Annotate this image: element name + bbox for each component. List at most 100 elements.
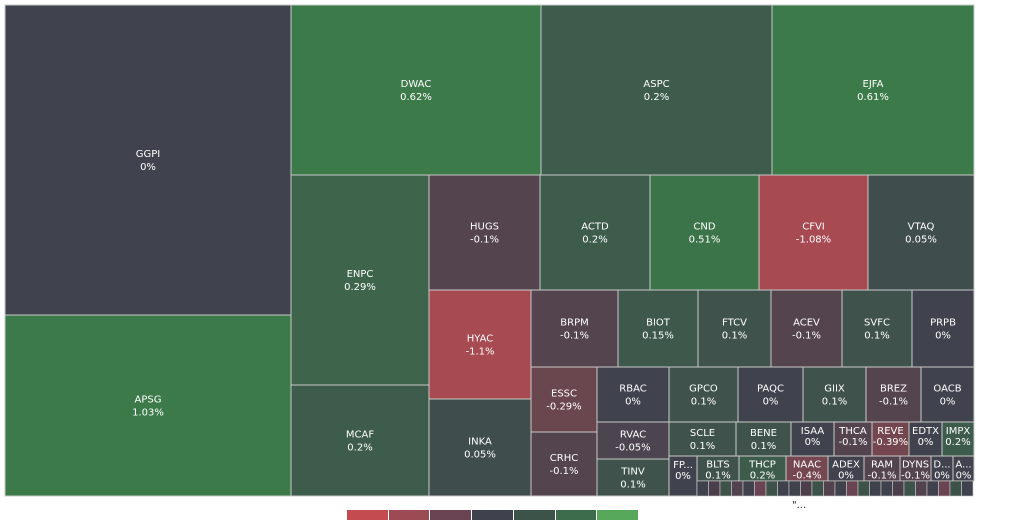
tile-rect[interactable] xyxy=(539,174,651,291)
tile-ram[interactable]: RAM-0.1% xyxy=(863,455,901,482)
tile-rect[interactable] xyxy=(530,431,598,497)
tile-rect[interactable] xyxy=(867,174,975,291)
tile-rect[interactable] xyxy=(530,289,619,368)
tile-oacb[interactable]: OACB 0% xyxy=(920,366,975,423)
tile-rect[interactable] xyxy=(290,174,430,386)
tile-rect[interactable] xyxy=(596,458,670,497)
tile-rect[interactable] xyxy=(596,366,670,423)
tile-aspc[interactable]: ASPC 0.2% xyxy=(540,4,773,176)
tile-rvac[interactable]: RVAC -0.05% xyxy=(596,421,670,460)
tile-rect[interactable] xyxy=(428,289,532,400)
tile-inka[interactable]: INKA 0.05% xyxy=(428,398,532,497)
tile-vtaq[interactable]: VTAQ 0.05% xyxy=(867,174,975,291)
tile-rect[interactable] xyxy=(290,384,430,497)
tile-rect[interactable] xyxy=(899,455,932,482)
tile-small[interactable] xyxy=(834,480,847,497)
tile-small[interactable] xyxy=(857,480,870,497)
tile-small[interactable] xyxy=(869,480,882,497)
tile-crhc[interactable]: CRHC -0.1% xyxy=(530,431,598,497)
tile-rect[interactable] xyxy=(697,289,772,368)
tile-small[interactable] xyxy=(754,480,767,497)
tile-small[interactable] xyxy=(777,480,790,497)
tile-small[interactable] xyxy=(961,480,974,497)
tile-dyns[interactable]: DYNS-0.1% xyxy=(899,455,932,482)
tile-prpb[interactable]: PRPB 0% xyxy=(911,289,975,368)
tile-svfc[interactable]: SVFC 0.1% xyxy=(841,289,913,368)
tile-brpm[interactable]: BRPM -0.1% xyxy=(530,289,619,368)
tile-scle[interactable]: SCLE 0.1% xyxy=(668,421,737,457)
tile-naac[interactable]: NAAC-0.4% xyxy=(785,455,829,482)
tile-a[interactable]: A...0% xyxy=(952,455,975,482)
tile-small[interactable] xyxy=(811,480,824,497)
tile-small[interactable] xyxy=(708,480,721,497)
tile-rect[interactable] xyxy=(865,366,922,423)
tile-small[interactable] xyxy=(823,480,836,497)
tile-small[interactable] xyxy=(949,480,962,497)
tile-rect[interactable] xyxy=(827,455,865,482)
tile-rect[interactable] xyxy=(737,366,804,423)
tile-brez[interactable]: BREZ -0.1% xyxy=(865,366,922,423)
tile-thca[interactable]: THCA-0.1% xyxy=(833,421,873,457)
tile-bene[interactable]: BENE 0.1% xyxy=(735,421,792,457)
tile-rect[interactable] xyxy=(770,289,843,368)
tile-giix[interactable]: GIIX 0.1% xyxy=(802,366,867,423)
tile-rect[interactable] xyxy=(833,421,873,457)
tile-small[interactable] xyxy=(926,480,939,497)
tile-ggpi[interactable]: GGPI 0% xyxy=(4,4,292,316)
tile-enpc[interactable]: ENPC 0.29% xyxy=(290,174,430,386)
tile-rect[interactable] xyxy=(911,289,975,368)
tile-hyac[interactable]: HYAC -1.1% xyxy=(428,289,532,400)
tile-small[interactable] xyxy=(915,480,928,497)
tile-acev[interactable]: ACEV -0.1% xyxy=(770,289,843,368)
tile-rect[interactable] xyxy=(758,174,869,291)
tile-small[interactable] xyxy=(719,480,732,497)
tile-rect[interactable] xyxy=(4,4,292,316)
tile-d[interactable]: D...0% xyxy=(930,455,954,482)
tile-rect[interactable] xyxy=(428,174,541,291)
tile-small[interactable] xyxy=(880,480,893,497)
tile-gpco[interactable]: GPCO 0.1% xyxy=(668,366,739,423)
tile-rect[interactable] xyxy=(841,289,913,368)
tile-small[interactable] xyxy=(800,480,813,497)
tile-paqc[interactable]: PAQC 0% xyxy=(737,366,804,423)
tile-mcaf[interactable]: MCAF 0.2% xyxy=(290,384,430,497)
tile-apsg[interactable]: APSG 1.03% xyxy=(4,314,292,497)
tile-small[interactable] xyxy=(788,480,801,497)
tile-rect[interactable] xyxy=(771,4,975,176)
tile-cnd[interactable]: CND 0.51% xyxy=(649,174,760,291)
tile-small[interactable] xyxy=(846,480,859,497)
tile-biot[interactable]: BIOT 0.15% xyxy=(617,289,699,368)
tile-rect[interactable] xyxy=(908,421,943,457)
tile-hugs[interactable]: HUGS -0.1% xyxy=(428,174,541,291)
tile-cfvi[interactable]: CFVI -1.08% xyxy=(758,174,869,291)
more-indicator[interactable]: "... xyxy=(792,500,807,511)
tile-rect[interactable] xyxy=(668,455,698,497)
tile-rect[interactable] xyxy=(738,455,787,482)
tile-rect[interactable] xyxy=(428,398,532,497)
tile-rect[interactable] xyxy=(530,366,598,433)
tile-rect[interactable] xyxy=(4,314,292,497)
tile-tinv[interactable]: TINV 0.1% xyxy=(596,458,670,497)
tile-small[interactable] xyxy=(731,480,744,497)
tile-rect[interactable] xyxy=(802,366,867,423)
tile-rect[interactable] xyxy=(668,366,739,423)
tile-reve[interactable]: REVE-0.39% xyxy=(871,421,910,457)
tile-small[interactable] xyxy=(765,480,778,497)
tile-rect[interactable] xyxy=(540,4,773,176)
tile-rect[interactable] xyxy=(920,366,975,423)
tile-small[interactable] xyxy=(892,480,905,497)
tile-dwac[interactable]: DWAC 0.62% xyxy=(290,4,542,176)
tile-ftcv[interactable]: FTCV 0.1% xyxy=(697,289,772,368)
tile-rect[interactable] xyxy=(617,289,699,368)
tile-fp[interactable]: FP...0% xyxy=(668,455,698,497)
tile-rect[interactable] xyxy=(290,4,542,176)
tile-rbac[interactable]: RBAC 0% xyxy=(596,366,670,423)
tile-ejfa[interactable]: EJFA 0.61% xyxy=(771,4,975,176)
tile-small[interactable] xyxy=(696,480,709,497)
